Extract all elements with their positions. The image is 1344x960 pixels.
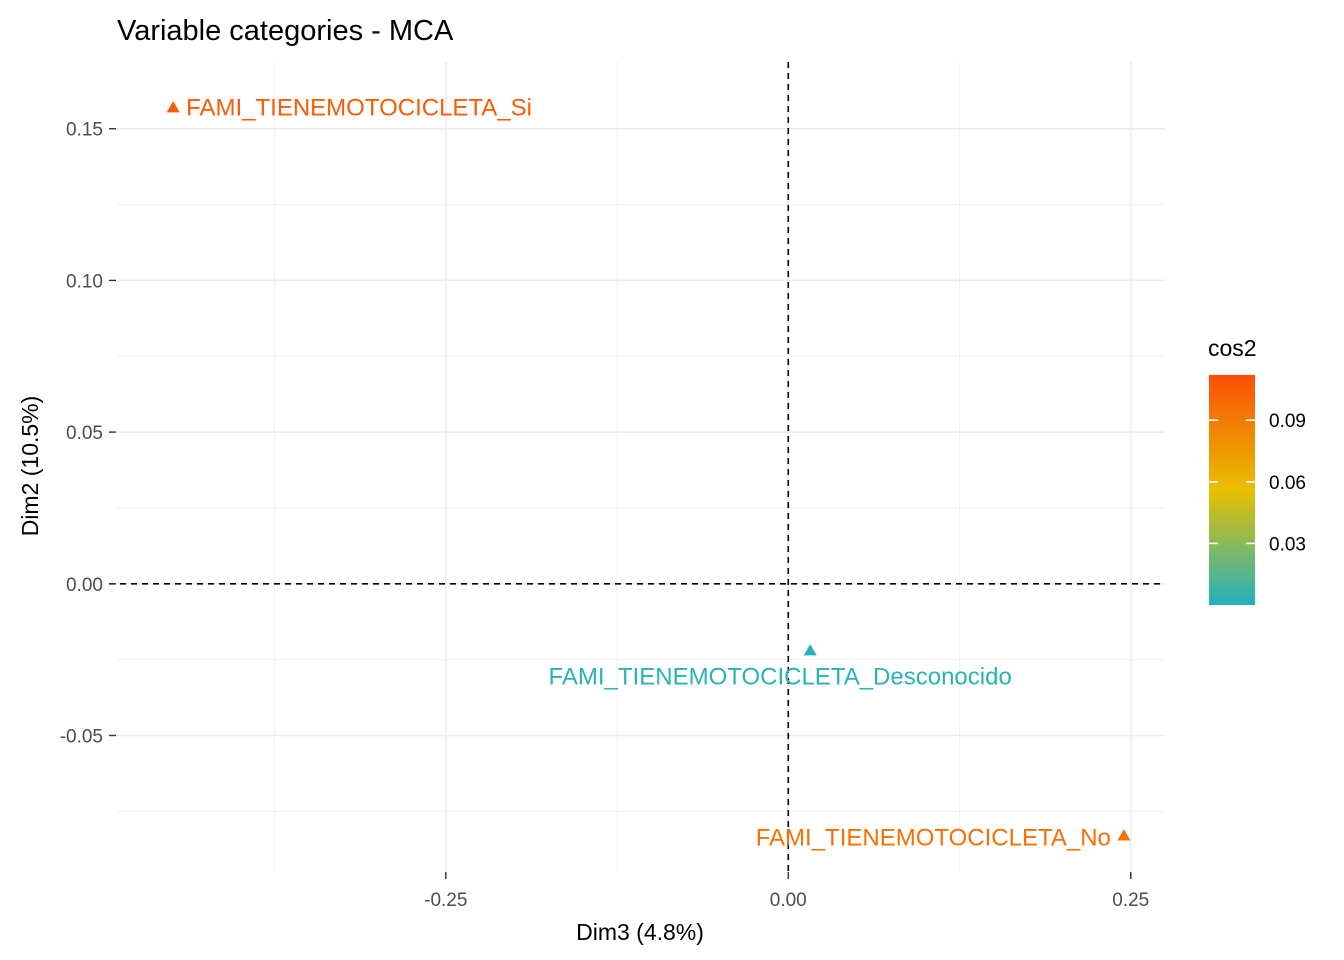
point-label: FAMI_TIENEMOTOCICLETA_No	[756, 825, 1111, 852]
y-tick-label: 0.10	[66, 271, 103, 292]
point-label: FAMI_TIENEMOTOCICLETA_Si	[186, 95, 532, 122]
y-tick-label: 0.15	[66, 120, 103, 141]
legend-title: cos2	[1208, 335, 1257, 361]
x-tick-label: 0.25	[1112, 890, 1149, 911]
x-tick-label: 0.00	[770, 890, 807, 911]
legend-colorbar	[1209, 375, 1255, 605]
legend-tick-label: 0.09	[1269, 411, 1306, 432]
data-points: FAMI_TIENEMOTOCICLETA_Si FAMI_TIENEMOTOCI…	[166, 95, 1131, 852]
legend-tick-label: 0.06	[1269, 473, 1306, 494]
y-tick-label: 0.00	[66, 575, 103, 596]
chart-title: Variable categories - MCA	[117, 15, 454, 47]
y-tick-label: -0.05	[60, 726, 103, 747]
y-tick-label: 0.05	[66, 423, 103, 444]
point-marker	[803, 644, 817, 656]
minor-gridlines	[117, 62, 1165, 872]
cos2-legend: cos2 0.03 0.06 0.09	[1208, 335, 1306, 605]
legend-tick-label: 0.03	[1269, 534, 1306, 555]
point-marker	[1117, 829, 1131, 841]
point-label: FAMI_TIENEMOTOCICLETA_Desconocido	[549, 664, 1012, 691]
point-marker	[166, 101, 180, 113]
y-axis: -0.05 0.00 0.05 0.10 0.15	[60, 120, 116, 747]
reference-lines	[109, 62, 1165, 872]
x-tick-label: -0.25	[424, 890, 467, 911]
x-axis-title: Dim3 (4.8%)	[576, 919, 704, 945]
y-axis-title: Dim2 (10.5%)	[17, 396, 43, 537]
x-axis: -0.25 0.00 0.25	[424, 872, 1149, 911]
